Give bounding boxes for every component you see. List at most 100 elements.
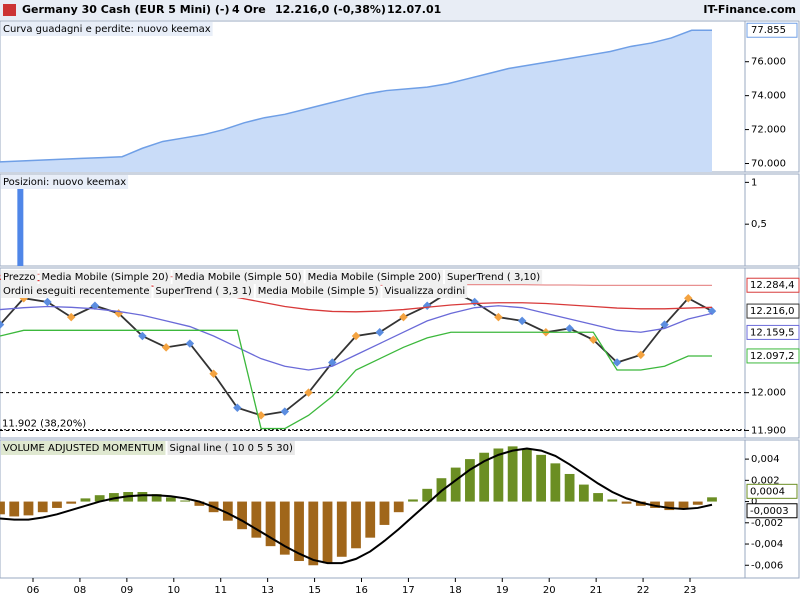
timeframe: 4 Ore: [232, 3, 266, 16]
y-tick-label: 0,5: [751, 219, 767, 230]
momentum-bar: [479, 452, 490, 502]
momentum-bar: [109, 493, 119, 502]
position-bar: [17, 182, 24, 266]
title-box: [445, 270, 543, 284]
time: 12.07.01: [387, 3, 441, 16]
price-marker: [589, 335, 598, 345]
price-marker: [66, 312, 76, 322]
momentum-bar: [137, 492, 148, 502]
panel-title: Posizioni: nuovo keemax: [3, 177, 126, 188]
y-tick-label: 76.000: [751, 57, 786, 68]
title-box: [1, 441, 166, 455]
momentum-bar: [379, 501, 390, 525]
price-marker: [161, 343, 171, 352]
momentum-bar: [450, 467, 461, 502]
momentum-bar: [251, 501, 262, 538]
value-label: 0,0004: [750, 486, 785, 497]
x-tick-label: 15: [308, 585, 321, 596]
y-tick-label: 70.000: [751, 159, 786, 170]
panel-title: Media Mobile (Simple 50): [175, 272, 302, 283]
price-label-box: [746, 303, 800, 319]
x-tick-label: 18: [449, 585, 462, 596]
last-price: 12.216,0 (-0,38%): [275, 3, 386, 16]
y-tick-label: 0,004: [751, 454, 780, 465]
panel-title: Media Mobile (Simple 20): [42, 272, 169, 283]
x-tick-label: 10: [167, 585, 180, 596]
x-tick-label: 08: [74, 585, 87, 596]
x-tick-label: 19: [496, 585, 509, 596]
axis-panel: [744, 20, 800, 173]
price-marker: [660, 320, 669, 329]
momentum-bar: [578, 484, 589, 502]
momentum-bar: [536, 454, 547, 502]
y-tick-label: -0,002: [751, 518, 783, 529]
momentum-bar: [351, 501, 361, 549]
y-tick-label: 74.000: [751, 91, 786, 102]
equity-area: [0, 30, 712, 173]
momentum-bar: [336, 501, 347, 557]
title-box: [167, 441, 295, 455]
signal-line: [0, 447, 713, 565]
momentum-bar: [222, 501, 233, 521]
momentum-bar: [621, 501, 632, 504]
momentum-bar: [37, 501, 48, 513]
brand[interactable]: IT-Finance.com: [703, 3, 796, 16]
title-box: [382, 284, 468, 298]
indicator-line: [0, 329, 712, 430]
momentum-bar: [194, 501, 205, 506]
instrument: Germany 30 Cash (EUR 5 Mini) (-): [22, 3, 230, 16]
momentum-bar: [564, 473, 575, 502]
price-label: 12.159,5: [750, 327, 795, 338]
title-box: [1, 175, 129, 189]
price-marker: [304, 388, 313, 397]
price-label: 12.097,2: [750, 351, 795, 362]
momentum-bar: [465, 459, 475, 502]
price-marker: [351, 331, 361, 341]
price-label-box: [746, 277, 800, 293]
price-label: 12.216,0: [750, 306, 795, 317]
y-tick-label: 0: [751, 497, 757, 508]
momentum-bar: [94, 495, 105, 502]
title-box: [1, 22, 213, 36]
price-marker: [138, 331, 147, 341]
price-marker: [612, 358, 622, 367]
price-marker: [517, 316, 527, 326]
title-box: [305, 270, 444, 284]
title-box: [1, 284, 152, 298]
x-tick-label: 13: [261, 585, 274, 596]
x-tick-label: 09: [120, 585, 133, 596]
momentum-bar: [521, 448, 532, 502]
panel-title: Ordini eseguiti recentemente: [3, 286, 150, 297]
momentum-bar: [507, 446, 518, 502]
price-marker: [233, 403, 242, 413]
momentum-bar: [9, 501, 20, 517]
price-marker: [43, 297, 52, 307]
momentum-bar: [607, 499, 618, 502]
momentum-bar: [322, 501, 333, 564]
momentum-bar: [308, 501, 319, 566]
value-label-box: [746, 503, 798, 519]
value-label: -0,0003: [750, 506, 789, 517]
price-label: 12.284,4: [750, 280, 795, 291]
momentum-bar: [52, 501, 62, 508]
price-marker: [684, 293, 693, 303]
equity-line: [0, 29, 712, 163]
momentum-bar: [707, 497, 717, 502]
y-tick-label: 0,002: [751, 475, 780, 486]
y-tick-label: 72.000: [751, 125, 786, 136]
x-tick-label: 23: [684, 585, 697, 596]
title-box: [153, 284, 254, 298]
title-box: [39, 270, 171, 284]
price-marker: [636, 350, 646, 360]
price-marker: [0, 320, 5, 329]
y-tick-label: -0,004: [751, 539, 783, 550]
x-tick-label: 21: [590, 585, 603, 596]
momentum-bar: [408, 499, 418, 502]
title-box: [172, 270, 304, 284]
momentum-bar: [493, 448, 504, 502]
panel-title: Prezzo: [3, 272, 36, 283]
price-marker: [280, 407, 290, 416]
annotation-label: 11.902 (38,20%): [2, 419, 86, 430]
